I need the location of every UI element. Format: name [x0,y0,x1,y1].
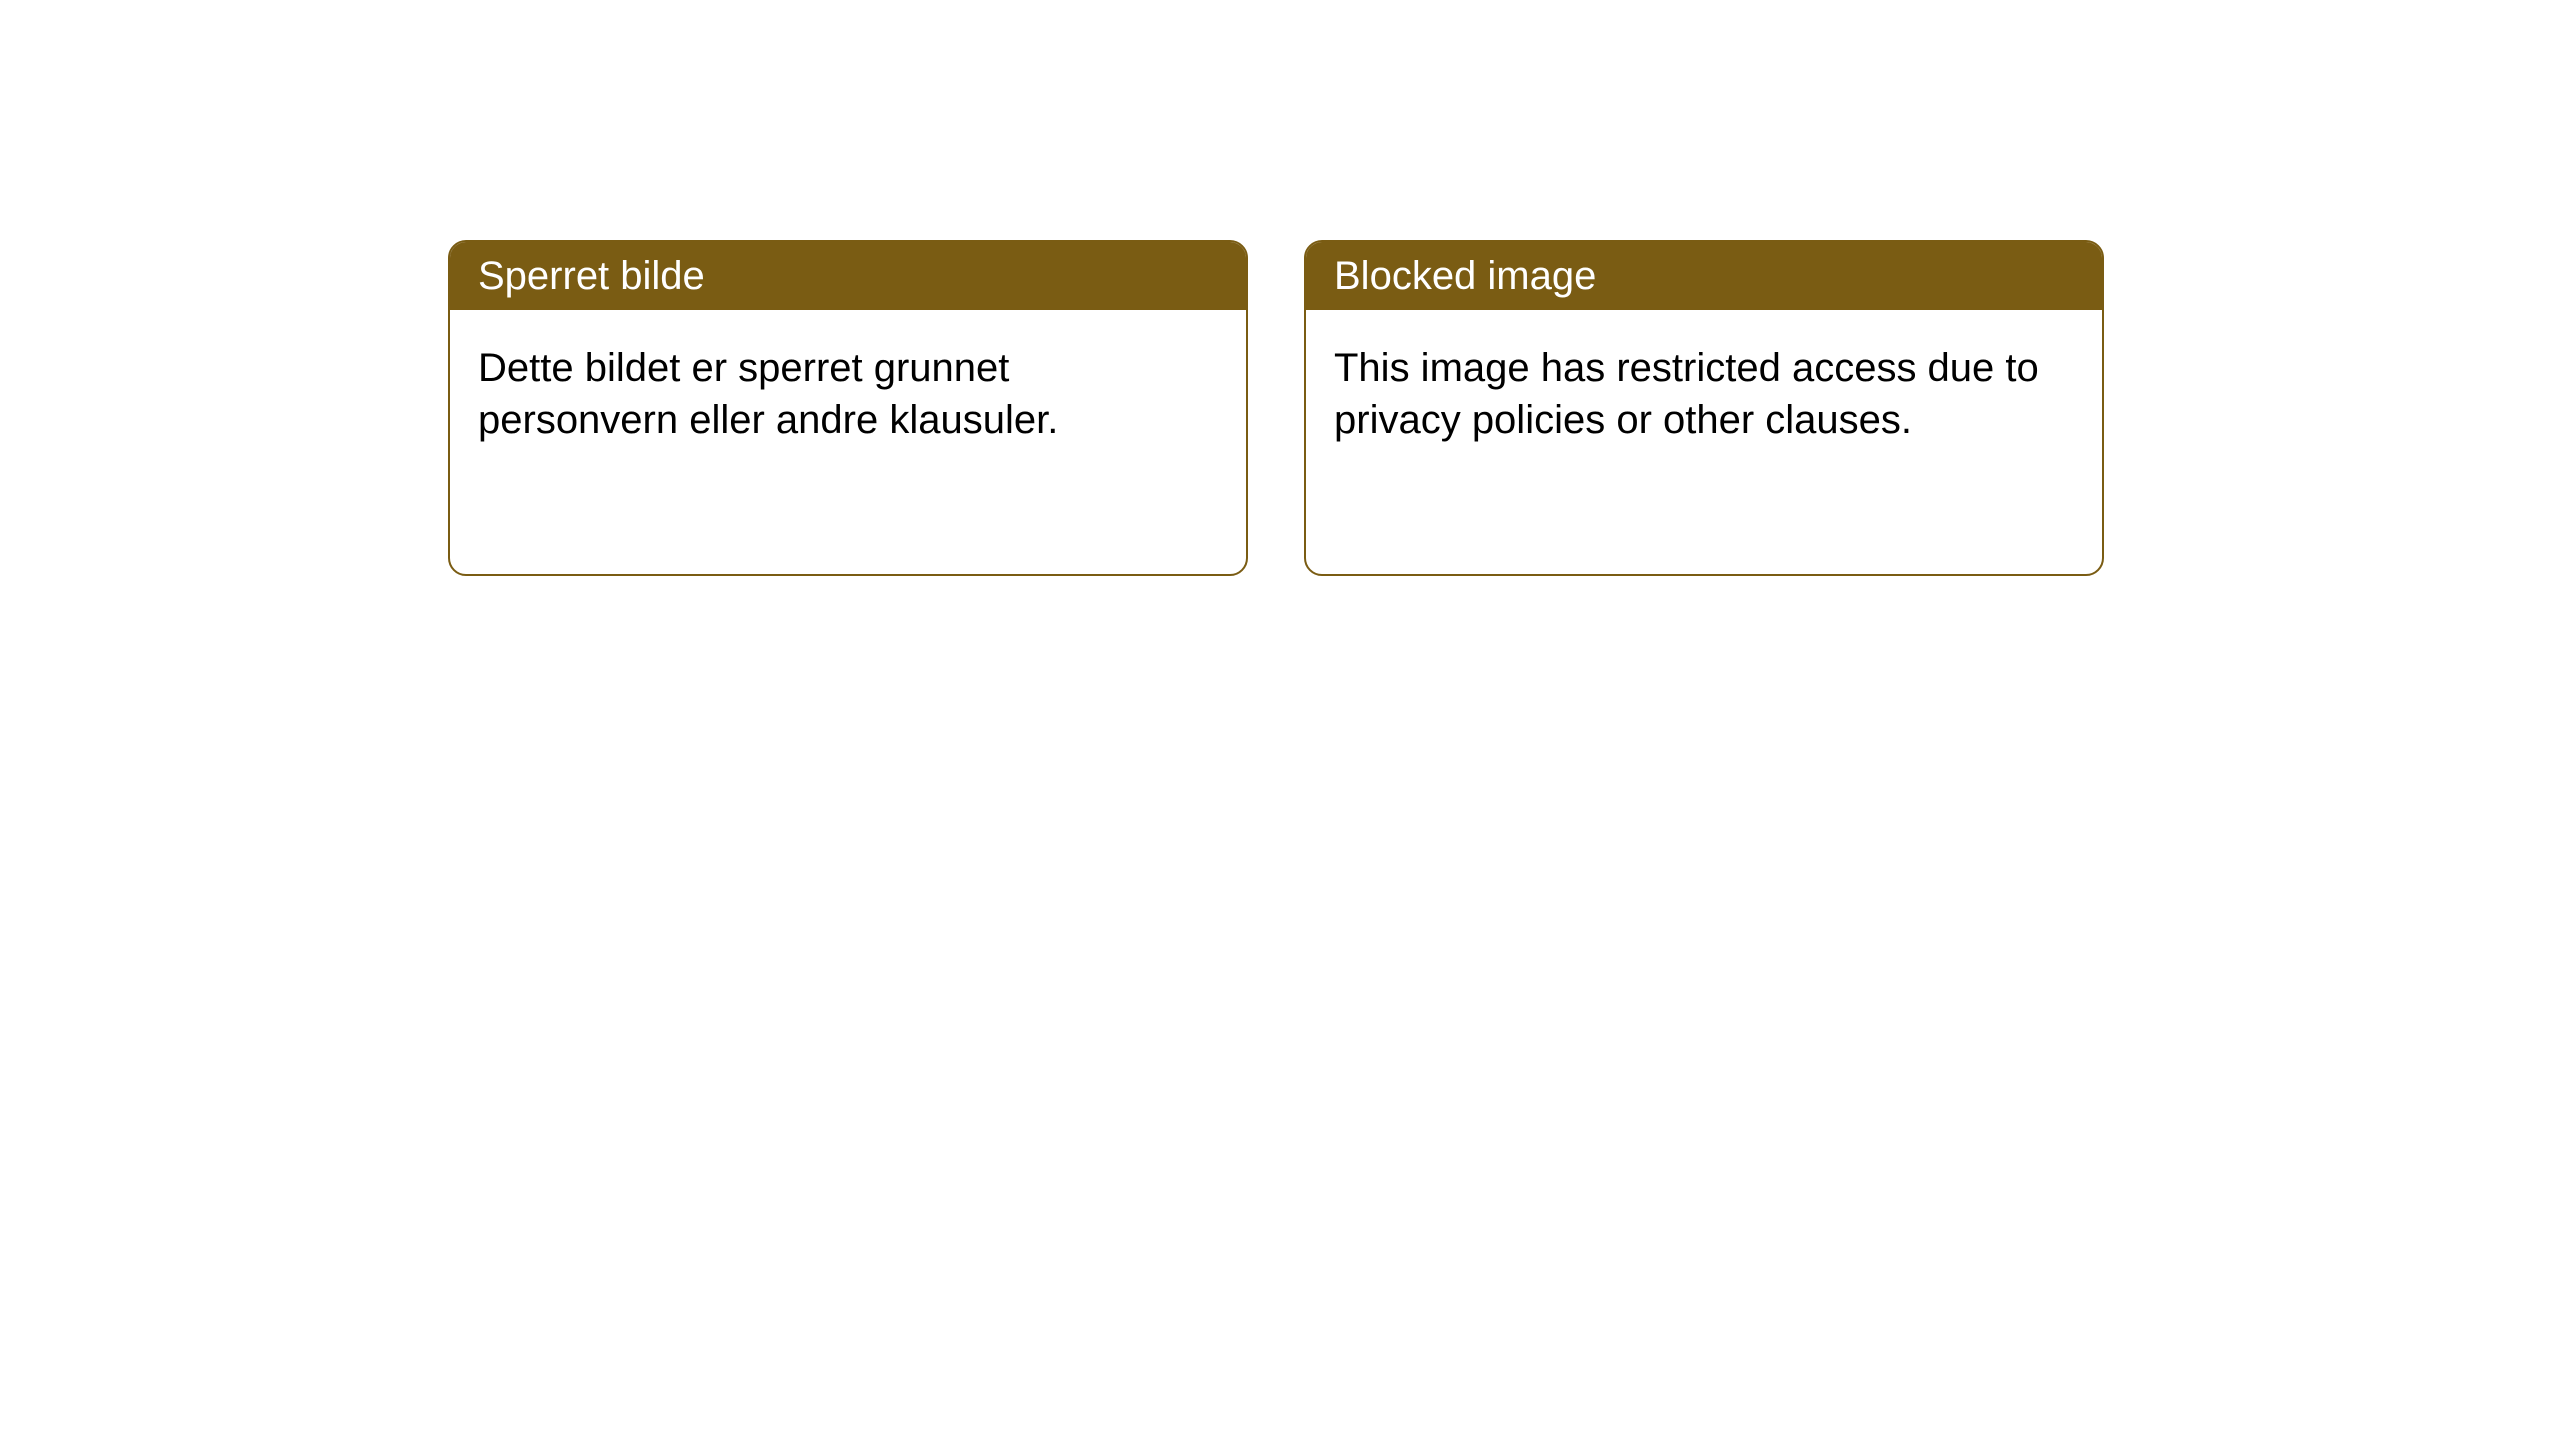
blocked-image-card-no: Sperret bilde Dette bildet er sperret gr… [448,240,1248,576]
card-body-en: This image has restricted access due to … [1306,310,2102,478]
card-text-no: Dette bildet er sperret grunnet personve… [478,346,1058,442]
cards-container: Sperret bilde Dette bildet er sperret gr… [0,0,2560,576]
card-title-en: Blocked image [1334,254,1596,298]
card-text-en: This image has restricted access due to … [1334,346,2039,442]
blocked-image-card-en: Blocked image This image has restricted … [1304,240,2104,576]
card-header-no: Sperret bilde [450,242,1246,310]
card-header-en: Blocked image [1306,242,2102,310]
card-body-no: Dette bildet er sperret grunnet personve… [450,310,1246,478]
card-title-no: Sperret bilde [478,254,705,298]
